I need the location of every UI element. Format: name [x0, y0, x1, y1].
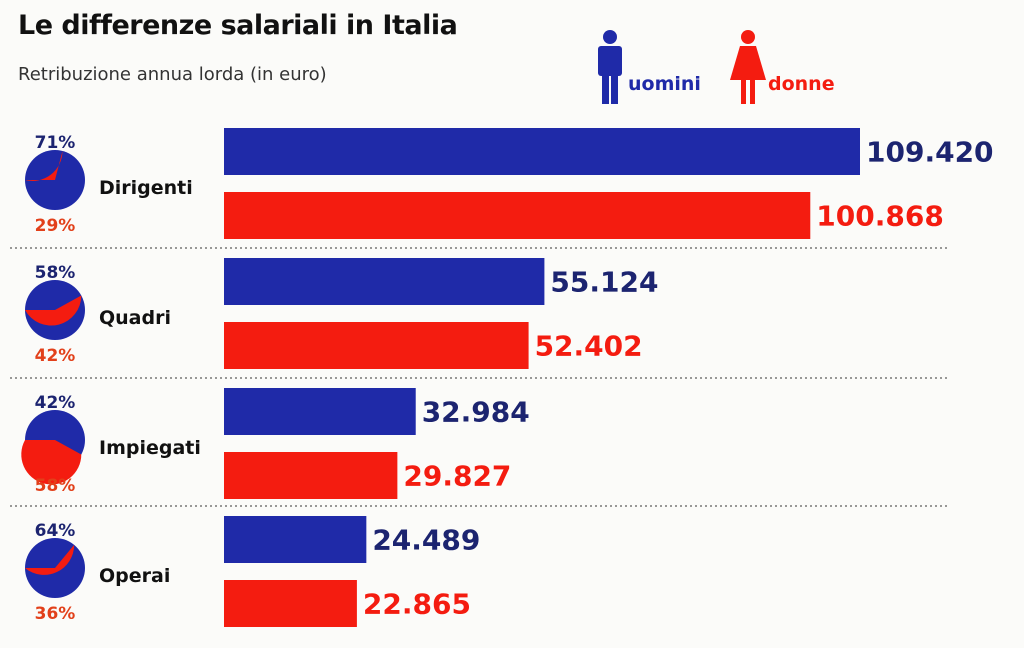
bar-donne-impiegati	[224, 452, 398, 499]
chart-subtitle: Retribuzione annua lorda (in euro)	[18, 64, 327, 85]
bar-uomini-impiegati	[224, 388, 416, 435]
value-label: 109.420	[866, 136, 994, 169]
value-label: 52.402	[535, 330, 643, 363]
bar-uomini-quadri	[224, 258, 545, 305]
woman-icon	[730, 30, 766, 104]
pie-pct-uomini: 71%	[35, 133, 76, 153]
value-label: 24.489	[372, 524, 480, 557]
legend-label-donne: donne	[768, 73, 835, 95]
pie-donne-slice	[25, 544, 75, 575]
value-label: 22.865	[363, 588, 471, 621]
category-label: Impiegati	[99, 437, 201, 459]
value-label: 55.124	[550, 266, 658, 299]
pie-pct-donne: 36%	[35, 604, 76, 624]
pie-donne-slice	[25, 295, 82, 326]
pie-pct-uomini: 42%	[35, 393, 76, 413]
pie-pct-uomini: 64%	[35, 521, 76, 541]
pie-donne-slice	[21, 440, 82, 485]
man-icon	[598, 30, 622, 104]
pie-pct-donne: 42%	[35, 346, 76, 366]
pie-pct-uomini: 58%	[35, 263, 76, 283]
value-label: 29.827	[403, 460, 511, 493]
category-label: Operai	[99, 565, 170, 587]
bar-uomini-operai	[224, 516, 367, 563]
value-label: 32.984	[422, 396, 530, 429]
pie-pct-donne: 58%	[35, 476, 76, 496]
category-label: Dirigenti	[99, 177, 193, 199]
bar-donne-quadri	[224, 322, 529, 369]
value-label: 100.868	[816, 200, 944, 233]
pie-pct-donne: 29%	[35, 216, 76, 236]
category-label: Quadri	[99, 307, 171, 329]
legend	[598, 30, 766, 104]
legend-label-uomini: uomini	[628, 73, 701, 95]
bar-donne-dirigenti	[224, 192, 811, 239]
chart-title: Le differenze salariali in Italia	[18, 10, 458, 41]
pie-donne-slice	[25, 150, 63, 181]
bar-donne-operai	[224, 580, 357, 627]
bar-uomini-dirigenti	[224, 128, 860, 175]
